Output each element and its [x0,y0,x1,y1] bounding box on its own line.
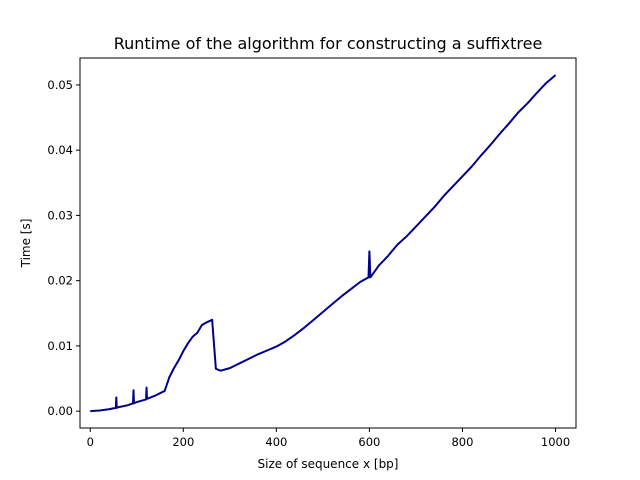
plot-area [90,74,557,413]
x-tick-label: 400 [265,435,287,449]
x-tick-label: 800 [451,435,473,449]
y-axis-label: Time [s] [19,219,33,269]
y-tick-label: 0.02 [47,274,73,288]
chart-title: Runtime of the algorithm for constructin… [114,34,543,53]
y-axis: 0.00 0.01 0.02 0.03 0.04 0.05 [47,78,80,418]
x-axis: 0 200 400 600 800 1000 [87,428,570,449]
y-tick-label: 0.04 [47,143,73,157]
y-tick-label: 0.05 [47,78,73,92]
axes-frame [79,57,577,429]
x-axis-label: Size of sequence x [bp] [258,457,399,471]
y-tick-label: 0.00 [47,404,73,418]
y-tick-label: 0.01 [47,339,73,353]
x-tick-label: 1000 [541,435,570,449]
x-tick-label: 600 [358,435,380,449]
x-tick-label: 200 [172,435,194,449]
y-tick-label: 0.03 [47,208,73,222]
x-tick-label: 0 [87,435,94,449]
runtime-series-line-0 [90,74,557,413]
